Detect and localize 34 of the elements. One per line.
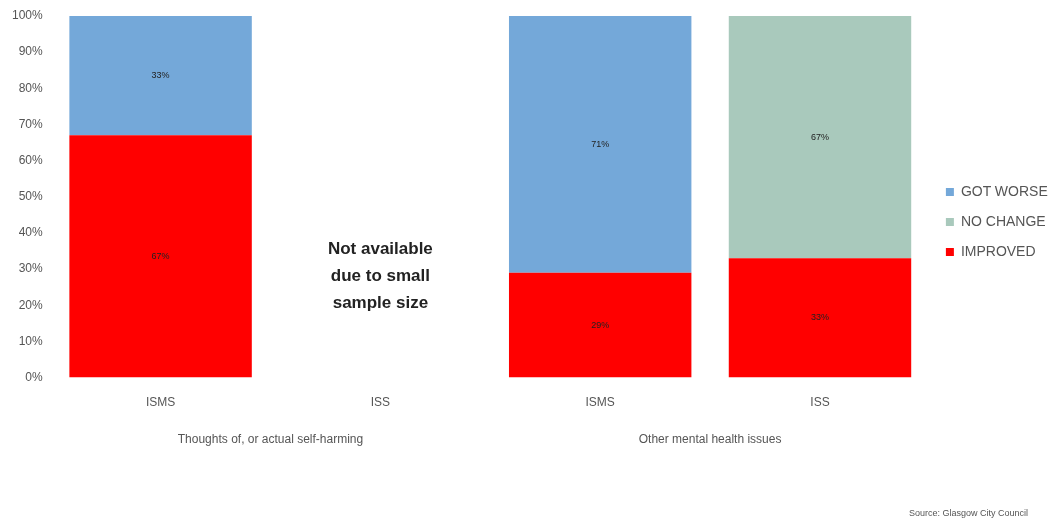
y-tick-label: 40%: [18, 225, 44, 240]
y-tick-label: 100%: [11, 8, 44, 23]
x-tick-label: ISS: [370, 395, 391, 410]
y-tick-label: 80%: [18, 80, 44, 95]
bar: [728, 16, 912, 259]
data-label: 67%: [151, 250, 170, 261]
y-tick-label: 50%: [18, 189, 44, 204]
data-label: 71%: [591, 138, 610, 149]
legend-label: GOT WORSE: [960, 182, 1048, 199]
bar: [69, 16, 252, 136]
y-tick-label: 60%: [18, 152, 44, 167]
text: Thoughts of, or actual self-harming: [177, 431, 364, 446]
x-tick-label: ISS: [810, 395, 830, 410]
annotation: Not available due to small sample size: [327, 238, 433, 312]
bar: [508, 272, 692, 378]
bar: [728, 258, 912, 378]
x-tick-label: ISMS: [145, 395, 176, 410]
source-note: Source: Glasgow City Council: [908, 508, 1028, 519]
bar: [508, 16, 692, 273]
text: Other mental health issues: [638, 431, 782, 446]
legend-label: IMPROVED: [960, 242, 1036, 259]
y-tick-label: 0%: [25, 369, 44, 384]
y-tick-label: 30%: [18, 261, 44, 276]
y-tick-label: 10%: [18, 333, 44, 348]
data-label: 67%: [810, 131, 829, 142]
y-tick-label: 20%: [18, 297, 44, 312]
y-tick-label: 90%: [18, 44, 44, 59]
x-tick-label: ISMS: [585, 395, 615, 410]
legend-label: NO CHANGE: [960, 212, 1046, 229]
data-label: 33%: [810, 312, 829, 323]
data-label: 33%: [151, 70, 170, 81]
data-label: 29%: [591, 319, 610, 330]
bar: [69, 135, 252, 378]
y-tick-label: 70%: [18, 116, 44, 131]
